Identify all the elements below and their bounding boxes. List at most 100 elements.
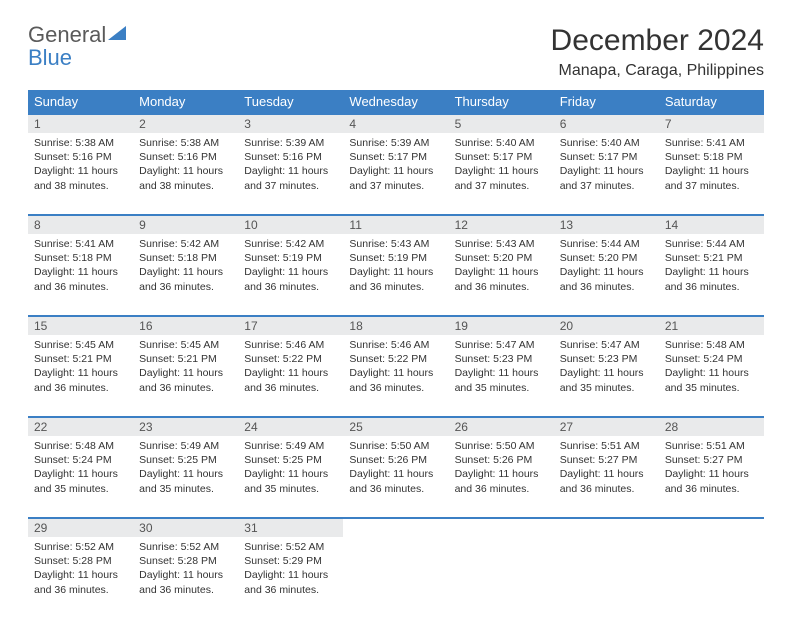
daynum-row: 15161718192021 [28,316,764,335]
day-cell: Sunrise: 5:49 AMSunset: 5:25 PMDaylight:… [238,436,343,518]
cell-sunset: Sunset: 5:22 PM [244,352,337,366]
day-cell [659,537,764,619]
cell-day2: and 36 minutes. [139,280,232,294]
cell-day2: and 37 minutes. [665,179,758,193]
day-number: 14 [659,215,764,234]
cell-day1: Daylight: 11 hours [665,366,758,380]
day-cell: Sunrise: 5:40 AMSunset: 5:17 PMDaylight:… [449,133,554,215]
cell-sunset: Sunset: 5:24 PM [34,453,127,467]
cell-sunrise: Sunrise: 5:50 AM [455,439,548,453]
day-cell: Sunrise: 5:47 AMSunset: 5:23 PMDaylight:… [449,335,554,417]
cell-sunrise: Sunrise: 5:38 AM [139,136,232,150]
cell-sunrise: Sunrise: 5:39 AM [244,136,337,150]
cell-day1: Daylight: 11 hours [244,568,337,582]
day-number: 3 [238,114,343,133]
cell-day1: Daylight: 11 hours [244,366,337,380]
day-cell: Sunrise: 5:39 AMSunset: 5:16 PMDaylight:… [238,133,343,215]
day-cell: Sunrise: 5:47 AMSunset: 5:23 PMDaylight:… [554,335,659,417]
cell-sunrise: Sunrise: 5:52 AM [34,540,127,554]
col-saturday: Saturday [659,90,764,114]
cell-sunrise: Sunrise: 5:45 AM [139,338,232,352]
cell-day1: Daylight: 11 hours [560,467,653,481]
cell-day1: Daylight: 11 hours [665,265,758,279]
day-number: 6 [554,114,659,133]
col-sunday: Sunday [28,90,133,114]
cell-sunrise: Sunrise: 5:50 AM [349,439,442,453]
cell-sunrise: Sunrise: 5:46 AM [244,338,337,352]
day-cell: Sunrise: 5:46 AMSunset: 5:22 PMDaylight:… [343,335,448,417]
col-tuesday: Tuesday [238,90,343,114]
cell-day2: and 37 minutes. [560,179,653,193]
day-number: 23 [133,417,238,436]
day-number: 8 [28,215,133,234]
day-cell: Sunrise: 5:48 AMSunset: 5:24 PMDaylight:… [659,335,764,417]
cell-sunrise: Sunrise: 5:40 AM [455,136,548,150]
col-thursday: Thursday [449,90,554,114]
cell-sunrise: Sunrise: 5:42 AM [244,237,337,251]
cell-sunrise: Sunrise: 5:40 AM [560,136,653,150]
day-number: 19 [449,316,554,335]
cell-day2: and 36 minutes. [455,482,548,496]
cell-day1: Daylight: 11 hours [139,568,232,582]
cell-sunset: Sunset: 5:22 PM [349,352,442,366]
cell-sunset: Sunset: 5:20 PM [455,251,548,265]
col-friday: Friday [554,90,659,114]
cell-sunrise: Sunrise: 5:43 AM [349,237,442,251]
day-number: 2 [133,114,238,133]
cell-sunset: Sunset: 5:21 PM [665,251,758,265]
day-cell: Sunrise: 5:41 AMSunset: 5:18 PMDaylight:… [659,133,764,215]
day-number: 10 [238,215,343,234]
location-label: Manapa, Caraga, Philippines [551,62,764,80]
cell-day2: and 36 minutes. [34,381,127,395]
cell-sunset: Sunset: 5:25 PM [139,453,232,467]
logo-text-2: Blue [28,45,72,70]
cell-sunrise: Sunrise: 5:44 AM [560,237,653,251]
day-cell: Sunrise: 5:39 AMSunset: 5:17 PMDaylight:… [343,133,448,215]
cell-day1: Daylight: 11 hours [560,366,653,380]
cell-day2: and 35 minutes. [139,482,232,496]
daynum-row: 293031 [28,518,764,537]
day-cell: Sunrise: 5:44 AMSunset: 5:21 PMDaylight:… [659,234,764,316]
cell-day1: Daylight: 11 hours [560,265,653,279]
cell-sunrise: Sunrise: 5:51 AM [665,439,758,453]
day-number: 24 [238,417,343,436]
day-cell: Sunrise: 5:45 AMSunset: 5:21 PMDaylight:… [133,335,238,417]
cell-day1: Daylight: 11 hours [244,467,337,481]
cell-sunset: Sunset: 5:18 PM [34,251,127,265]
day-number: 17 [238,316,343,335]
cell-day1: Daylight: 11 hours [349,467,442,481]
cell-day2: and 36 minutes. [349,482,442,496]
cell-sunset: Sunset: 5:26 PM [455,453,548,467]
day-number [659,518,764,537]
cell-sunrise: Sunrise: 5:45 AM [34,338,127,352]
cell-sunset: Sunset: 5:24 PM [665,352,758,366]
cell-day2: and 36 minutes. [560,482,653,496]
cell-day1: Daylight: 11 hours [244,265,337,279]
cell-sunrise: Sunrise: 5:47 AM [455,338,548,352]
cell-day1: Daylight: 11 hours [349,164,442,178]
cell-sunrise: Sunrise: 5:52 AM [244,540,337,554]
day-number: 13 [554,215,659,234]
cell-day2: and 36 minutes. [665,482,758,496]
day-cell: Sunrise: 5:42 AMSunset: 5:19 PMDaylight:… [238,234,343,316]
daynum-row: 891011121314 [28,215,764,234]
cell-sunset: Sunset: 5:18 PM [665,150,758,164]
day-cell: Sunrise: 5:43 AMSunset: 5:20 PMDaylight:… [449,234,554,316]
day-number: 1 [28,114,133,133]
logo-triangle-icon [108,26,126,40]
cell-sunrise: Sunrise: 5:42 AM [139,237,232,251]
day-number: 12 [449,215,554,234]
cell-sunset: Sunset: 5:23 PM [455,352,548,366]
cell-sunset: Sunset: 5:28 PM [139,554,232,568]
cell-day2: and 35 minutes. [665,381,758,395]
cell-day2: and 36 minutes. [244,583,337,597]
cell-sunrise: Sunrise: 5:46 AM [349,338,442,352]
day-number: 11 [343,215,448,234]
day-cell: Sunrise: 5:38 AMSunset: 5:16 PMDaylight:… [133,133,238,215]
cell-sunset: Sunset: 5:23 PM [560,352,653,366]
day-number: 21 [659,316,764,335]
cell-day1: Daylight: 11 hours [349,366,442,380]
day-cell: Sunrise: 5:52 AMSunset: 5:28 PMDaylight:… [133,537,238,619]
day-cell [343,537,448,619]
day-cell: Sunrise: 5:50 AMSunset: 5:26 PMDaylight:… [449,436,554,518]
